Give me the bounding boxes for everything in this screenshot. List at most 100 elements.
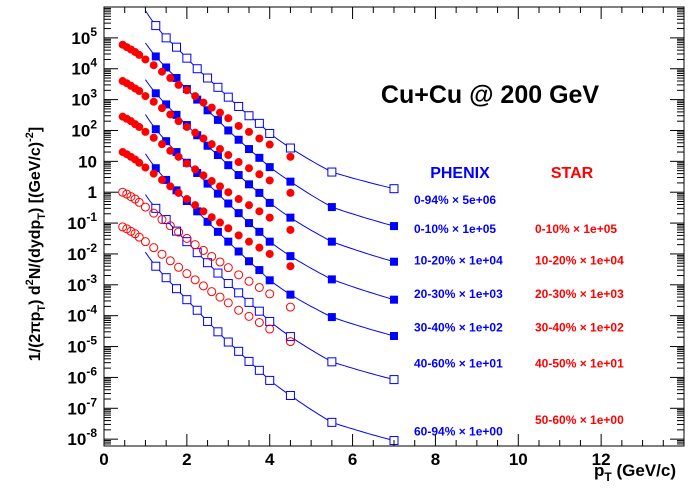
data-point [234, 305, 244, 315]
data-point [161, 33, 171, 43]
data-point [244, 297, 254, 307]
data-point [234, 195, 243, 204]
data-point [254, 318, 264, 328]
data-point [265, 163, 274, 172]
data-point [191, 201, 200, 210]
data-point [245, 201, 253, 210]
data-point [151, 52, 160, 61]
data-point [255, 153, 264, 162]
y-tick-label: 105 [71, 25, 97, 48]
data-point [174, 188, 183, 197]
y-tick-label: 102 [71, 117, 97, 140]
data-point [134, 197, 144, 207]
data-point [224, 161, 233, 170]
data-point [255, 207, 264, 216]
data-point [265, 375, 275, 385]
data-point [151, 89, 160, 98]
data-point [192, 305, 202, 315]
data-point [151, 125, 160, 134]
data-point [151, 164, 160, 173]
data-point [192, 64, 202, 74]
data-point [199, 207, 208, 216]
data-point [286, 290, 295, 299]
data-point [151, 203, 161, 213]
data-point [190, 240, 200, 250]
data-point [389, 184, 399, 194]
data-point [157, 249, 167, 259]
data-points [118, 21, 399, 446]
data-point [149, 61, 158, 70]
data-point [244, 311, 254, 321]
data-point [265, 176, 274, 185]
data-point [265, 213, 274, 222]
data-point [265, 198, 274, 207]
legend-header-star: STAR [551, 165, 594, 182]
data-point [255, 243, 264, 252]
data-point [207, 287, 217, 297]
x-tick-label: 8 [431, 450, 440, 469]
data-point [234, 121, 243, 130]
data-point [213, 327, 223, 337]
data-point [254, 365, 264, 375]
data-point [203, 141, 212, 150]
data-point [174, 262, 184, 272]
data-point [198, 245, 208, 255]
data-point [199, 98, 208, 107]
data-point [149, 243, 159, 253]
data-point [198, 281, 208, 291]
y-tick-label: 10-5 [67, 334, 97, 357]
data-point [199, 171, 208, 180]
data-point [244, 356, 254, 366]
data-point [234, 171, 243, 180]
phenix-series-label: 60-94% × 1e+00 [414, 425, 503, 439]
y-tick-label: 10-8 [67, 426, 97, 449]
data-point [286, 225, 295, 234]
data-point [213, 82, 223, 92]
fit-curve [144, 194, 395, 381]
data-point [286, 252, 295, 261]
data-point [149, 169, 158, 178]
data-point [182, 269, 192, 279]
data-point [213, 227, 222, 236]
data-point [141, 163, 150, 172]
y-ticks: 10-8 10-7 10-6 10-5 10-4 10-3 10-2 10-1 1 10 102 10… [67, 6, 684, 449]
data-point [265, 249, 274, 258]
y-tick-label: 10-3 [67, 272, 97, 295]
x-tick-label: 6 [348, 450, 357, 469]
data-point [182, 53, 192, 63]
data-point [286, 177, 295, 186]
data-point [157, 215, 167, 225]
data-point [224, 188, 233, 197]
data-point [192, 248, 202, 258]
data-point [172, 74, 181, 83]
data-point [140, 237, 150, 247]
series-labels: 0-94% × 5e+06 0-10% × 1e+05 10-20% × 1e+04… [414, 193, 624, 438]
data-point [199, 134, 208, 143]
data-point [216, 218, 224, 227]
data-point [234, 247, 243, 256]
data-point [174, 117, 183, 126]
data-point [254, 282, 264, 292]
data-point [327, 203, 336, 212]
data-point [234, 231, 243, 240]
data-point [207, 140, 216, 149]
x-tick-label: 4 [265, 450, 275, 469]
data-point [213, 189, 222, 198]
data-point [158, 104, 166, 113]
data-point [244, 276, 254, 286]
y-tick-label: 103 [71, 87, 97, 110]
data-point [161, 273, 171, 283]
data-point [265, 289, 275, 299]
data-point [191, 165, 200, 174]
data-point [285, 337, 295, 347]
data-point [182, 122, 191, 131]
data-point [193, 168, 202, 177]
data-point [203, 217, 212, 226]
data-point [245, 127, 253, 136]
data-point [135, 50, 144, 59]
phenix-series-label: 40-60% × 1e+01 [414, 357, 503, 371]
data-point [327, 275, 336, 284]
star-series-label: 50-60% × 1e+00 [535, 413, 624, 427]
data-point [203, 316, 213, 326]
